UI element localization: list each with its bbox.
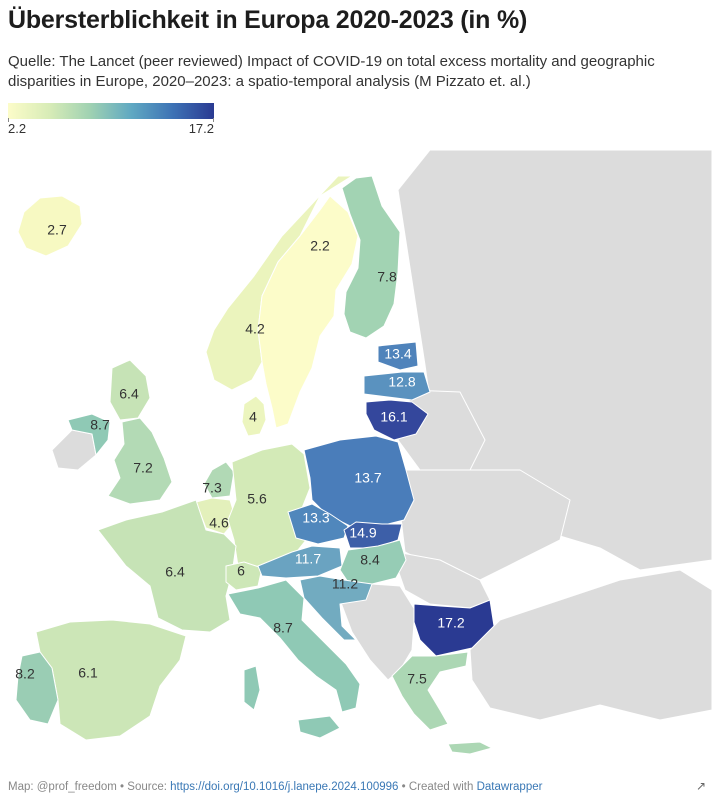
label-finland: 7.8 <box>377 269 397 285</box>
country-bulgaria <box>413 599 495 657</box>
label-slovenia-croatia: 11.2 <box>332 576 358 592</box>
country-latvia <box>363 371 431 401</box>
footer-separator-2: • <box>401 781 406 793</box>
label-czechia: 13.3 <box>302 510 329 526</box>
country-norway <box>205 175 353 391</box>
footer-map-credit: Map: @prof_freedom <box>8 781 117 793</box>
country-italy-sardinia <box>243 665 261 711</box>
label-germany: 5.6 <box>247 491 267 507</box>
map-title: Übersterblichkeit in Europa 2020-2023 (i… <box>8 6 528 34</box>
label-norway: 4.2 <box>245 321 265 337</box>
country-france <box>97 499 237 633</box>
footer-separator: • <box>120 781 125 793</box>
label-united-kingdom: 7.2 <box>133 460 153 476</box>
label-hungary: 8.4 <box>360 552 380 568</box>
country-finland <box>341 175 401 339</box>
label-denmark: 4 <box>249 409 257 425</box>
footer-source-label: Source: <box>127 781 167 793</box>
label-spain: 6.1 <box>78 665 98 681</box>
country-ireland <box>67 413 111 456</box>
country-slovenia-croatia <box>299 575 373 641</box>
footer-source-link[interactable]: https://doi.org/10.1016/j.lanepe.2024.10… <box>170 781 399 793</box>
label-sweden: 2.2 <box>310 238 330 254</box>
label-italy: 8.7 <box>273 620 293 636</box>
country-iceland <box>17 195 83 257</box>
label-scotland: 6.4 <box>119 386 139 402</box>
label-iceland: 2.7 <box>47 222 67 238</box>
country-united-kingdom <box>107 417 173 505</box>
footer: Map: @prof_freedom • Source: https://doi… <box>8 781 542 793</box>
country-hungary <box>339 539 407 585</box>
region-no-data-ukraine <box>399 469 571 581</box>
country-scotland <box>109 359 151 421</box>
label-france: 6.4 <box>165 564 185 580</box>
country-greece <box>391 651 469 731</box>
label-netherlands: 7.3 <box>202 480 222 496</box>
country-slovakia <box>343 521 403 549</box>
country-estonia <box>377 341 419 371</box>
region-no-data-turkey <box>469 569 712 721</box>
map-subtitle: Quelle: The Lancet (peer reviewed) Impac… <box>8 53 655 90</box>
label-estonia: 13.4 <box>384 346 411 362</box>
region-no-data-northern-ireland <box>51 429 97 471</box>
country-poland <box>303 435 415 527</box>
label-lithuania: 16.1 <box>380 409 407 425</box>
label-switzerland: 6 <box>237 563 245 579</box>
footer-created-with: Created with <box>408 781 474 793</box>
label-portugal: 8.2 <box>15 666 35 682</box>
country-italy-sicily <box>297 715 341 739</box>
country-italy <box>227 579 361 713</box>
legend-gradient-bar <box>8 103 214 119</box>
legend-min-label: 2.2 <box>8 121 27 136</box>
country-lithuania <box>365 399 429 441</box>
label-bulgaria: 17.2 <box>437 615 464 631</box>
country-sweden <box>257 195 359 429</box>
country-greece-crete <box>447 741 493 755</box>
label-greece: 7.5 <box>407 671 427 687</box>
value-labels: 2.7 2.2 7.8 4.2 13.4 12.8 16.1 4 6.4 8.7… <box>15 222 465 687</box>
label-slovakia: 14.9 <box>349 525 376 541</box>
region-no-data-balkans <box>339 583 416 681</box>
legend-max-label: 17.2 <box>188 121 214 136</box>
footer-datawrapper-link[interactable]: Datawrapper <box>476 781 543 793</box>
country-portugal <box>15 651 59 725</box>
europe-map: 2.7 2.2 7.8 4.2 13.4 12.8 16.1 4 6.4 8.7… <box>15 149 712 755</box>
country-switzerland <box>225 561 263 591</box>
label-ireland: 8.7 <box>90 417 110 433</box>
color-legend: 2.2 17.2 <box>8 103 214 136</box>
label-belgium: 4.6 <box>209 515 229 531</box>
country-netherlands <box>203 461 235 499</box>
country-denmark <box>241 395 267 437</box>
legend-tick-max <box>213 118 214 122</box>
legend-tick-min <box>8 118 9 122</box>
label-austria: 11.7 <box>295 551 321 567</box>
label-poland: 13.7 <box>354 470 381 486</box>
expand-icon[interactable]: ↗ <box>695 779 706 793</box>
label-latvia: 12.8 <box>388 374 415 390</box>
country-spain <box>35 619 187 741</box>
